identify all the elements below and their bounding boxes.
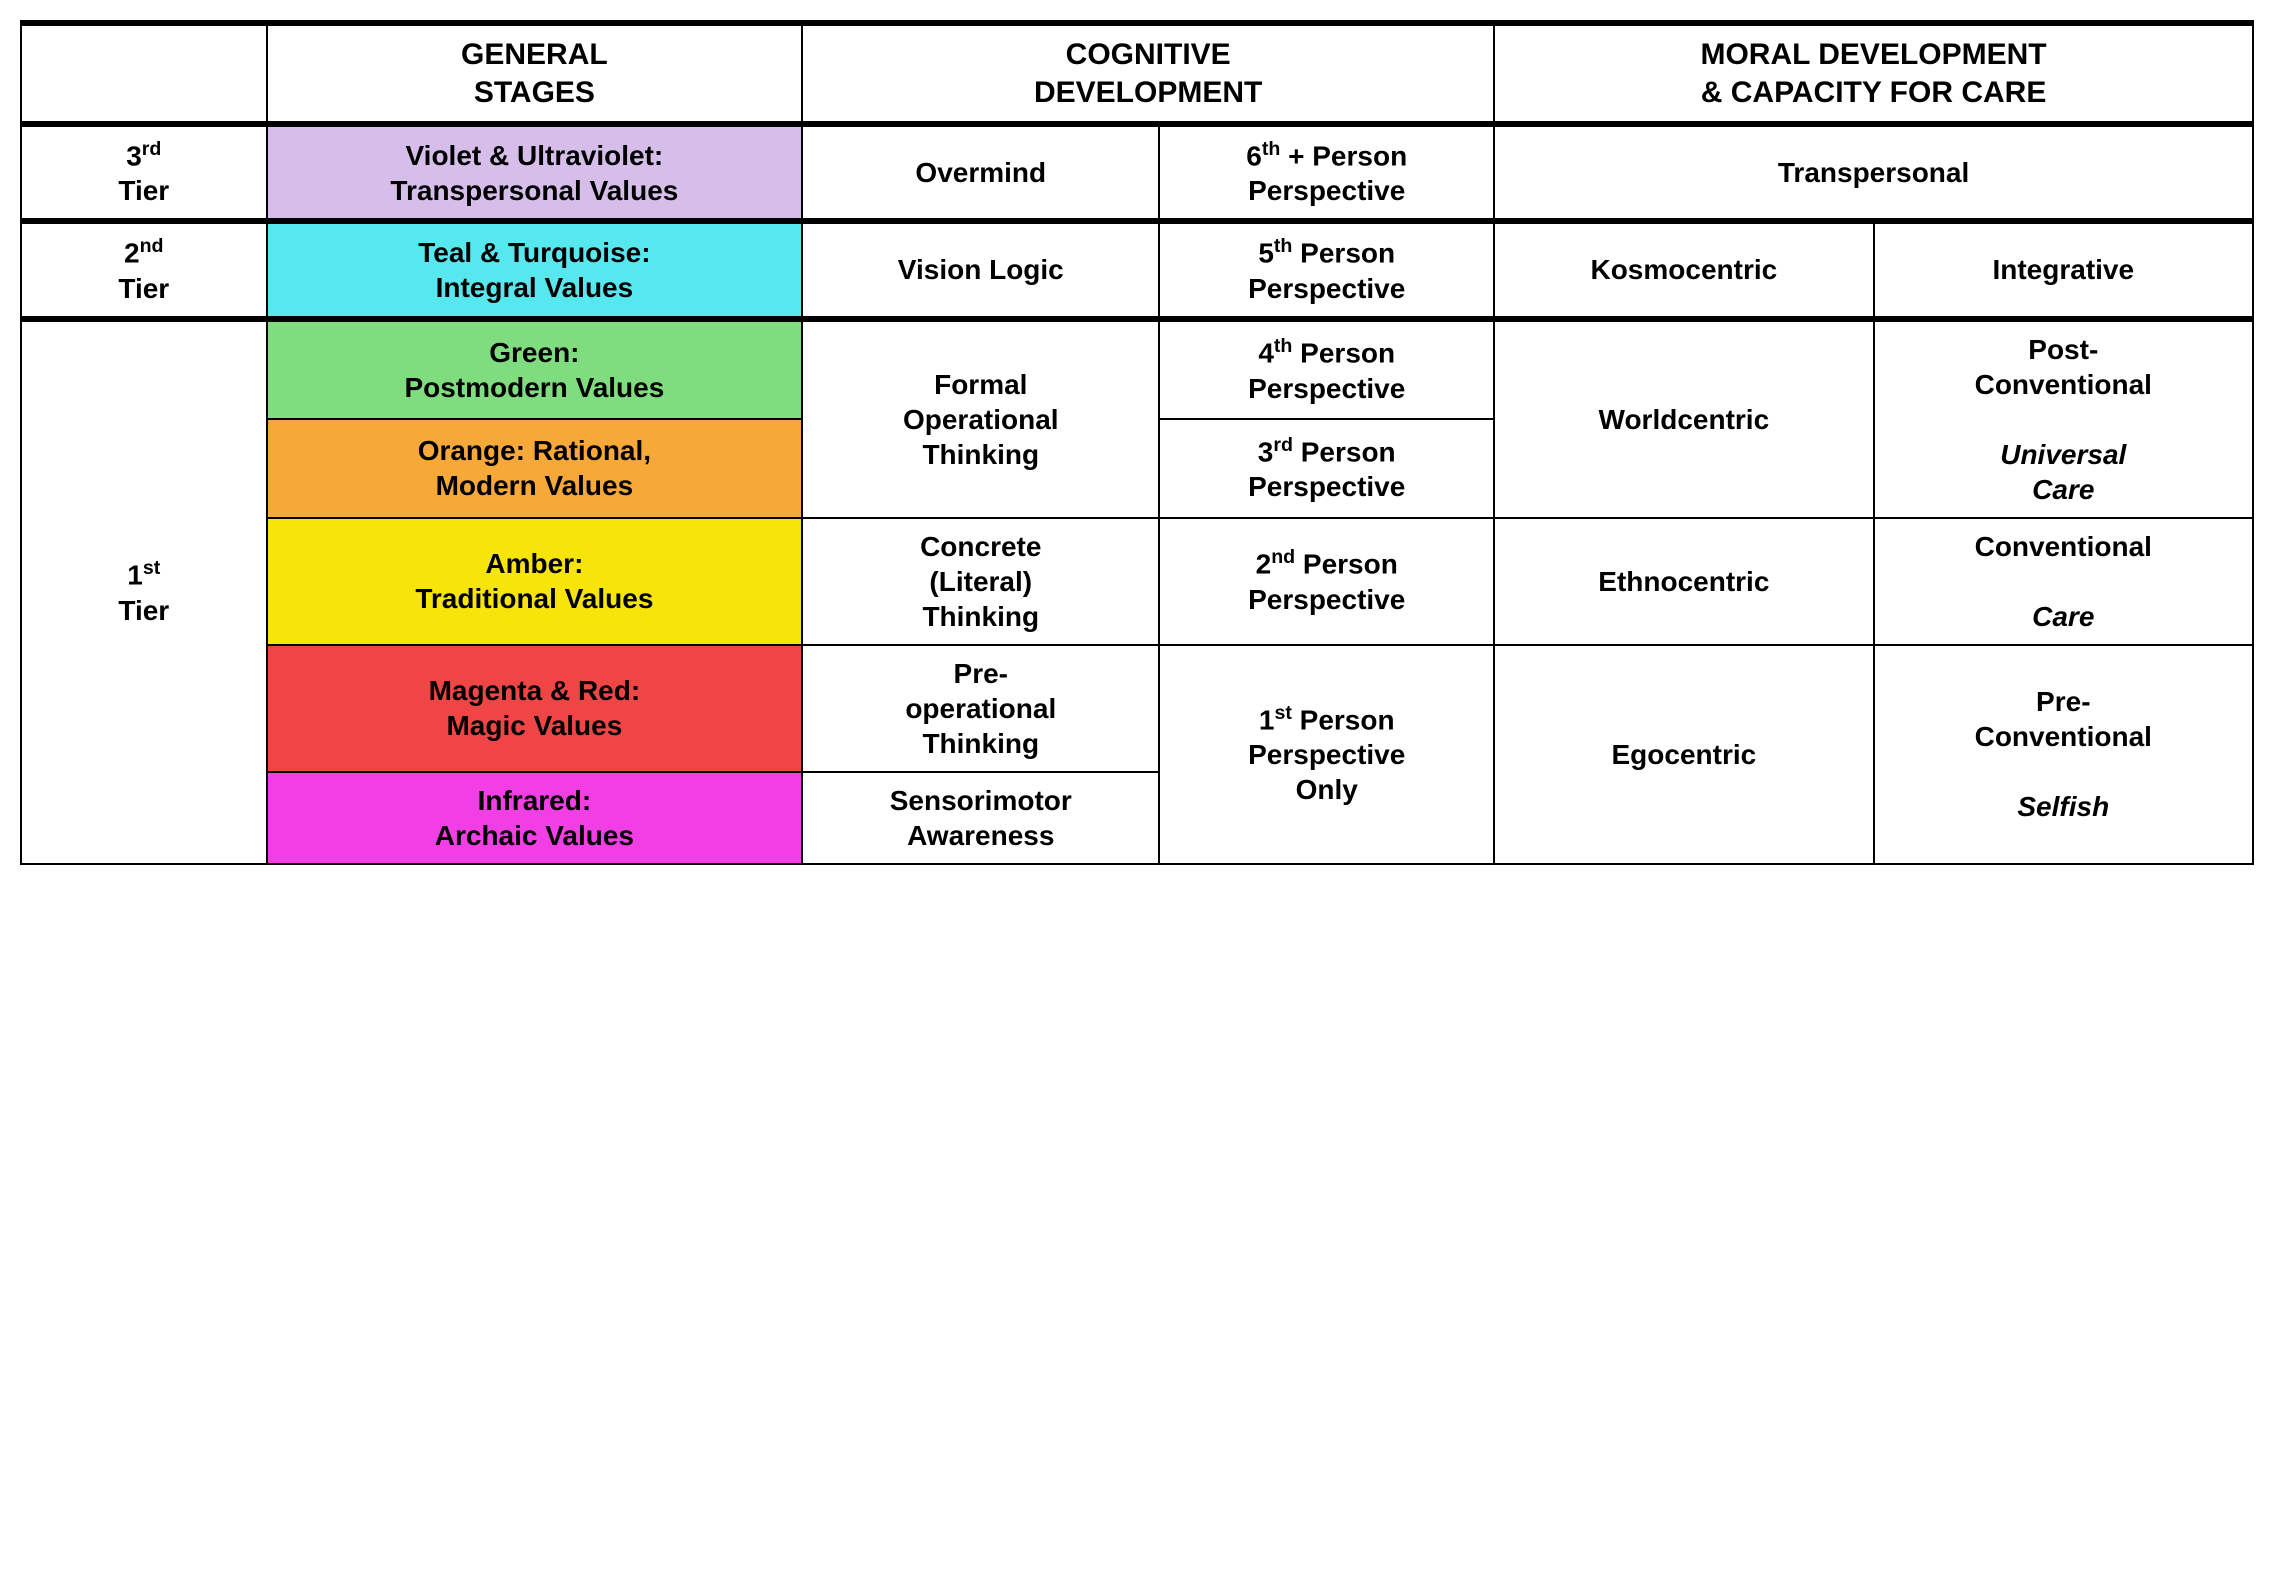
stage-violet: Violet & Ultraviolet:Transpersonal Value… (267, 124, 803, 221)
moral-post-conventional: Post-Conventional UniversalCare (1874, 319, 2253, 518)
moral-kosmocentric: Kosmocentric (1494, 221, 1873, 318)
moral-conventional: Conventional Care (1874, 518, 2253, 645)
moral-transpersonal: Transpersonal (1494, 124, 2253, 221)
moral-pre-conventional: Pre-Conventional Selfish (1874, 645, 2253, 864)
perspective-5: 5th PersonPerspective (1159, 221, 1494, 318)
header-general-stages: GENERALSTAGES (267, 23, 803, 124)
cognitive-overmind: Overmind (802, 124, 1159, 221)
stage-teal: Teal & Turquoise:Integral Values (267, 221, 803, 318)
perspective-6: 6th + PersonPerspective (1159, 124, 1494, 221)
tier-2-label: 2nd Tier (21, 221, 267, 318)
stage-red: Magenta & Red:Magic Values (267, 645, 803, 772)
header-moral-development: MORAL DEVELOPMENT& CAPACITY FOR CARE (1494, 23, 2253, 124)
perspective-3: 3rd PersonPerspective (1159, 419, 1494, 517)
cognitive-vision-logic: Vision Logic (802, 221, 1159, 318)
tier-3-label: 3rd Tier (21, 124, 267, 221)
moral-ethnocentric: Ethnocentric (1494, 518, 1873, 645)
cognitive-concrete: Concrete(Literal)Thinking (802, 518, 1159, 645)
moral-integrative: Integrative (1874, 221, 2253, 318)
stage-orange: Orange: Rational,Modern Values (267, 419, 803, 517)
perspective-2: 2nd PersonPerspective (1159, 518, 1494, 645)
moral-worldcentric: Worldcentric (1494, 319, 1873, 518)
development-stages-table: GENERALSTAGES COGNITIVEDEVELOPMENT MORAL… (20, 20, 2254, 865)
tier-1-label: 1st Tier (21, 319, 267, 864)
moral-egocentric: Egocentric (1494, 645, 1873, 864)
perspective-1: 1st PersonPerspectiveOnly (1159, 645, 1494, 864)
stage-infrared: Infrared:Archaic Values (267, 772, 803, 864)
cognitive-formal-operational: FormalOperationalThinking (802, 319, 1159, 518)
perspective-4: 4th PersonPerspective (1159, 319, 1494, 420)
cognitive-sensorimotor: SensorimotorAwareness (802, 772, 1159, 864)
cognitive-pre-operational: Pre-operationalThinking (802, 645, 1159, 772)
stage-green: Green:Postmodern Values (267, 319, 803, 420)
stage-amber: Amber:Traditional Values (267, 518, 803, 645)
header-cognitive-development: COGNITIVEDEVELOPMENT (802, 23, 1494, 124)
header-empty (21, 23, 267, 124)
